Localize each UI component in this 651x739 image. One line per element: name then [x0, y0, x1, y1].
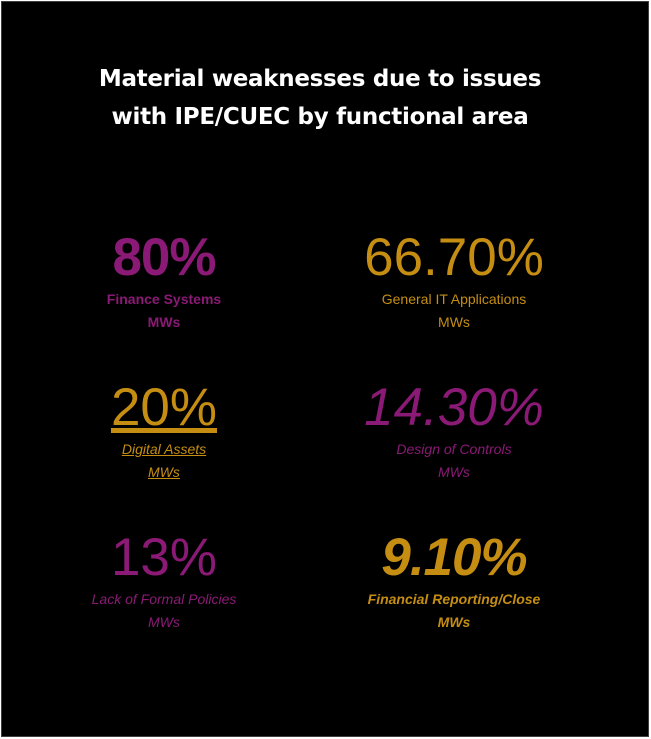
- stat-label-line-1: Financial Reporting/Close: [367, 591, 541, 607]
- stat-value: 66.70%: [364, 228, 544, 287]
- stat-label-line-2: MWs: [148, 614, 180, 630]
- stat-label-line-1: Design of Controls: [396, 441, 512, 457]
- stat-label-line-2: MWs: [437, 614, 471, 630]
- stat-label-line-1: Finance Systems: [106, 291, 222, 307]
- title-line-1: Material weaknesses due to issues: [98, 66, 542, 92]
- stat-value: 20%: [110, 378, 218, 437]
- stat-label-line-1: General IT Applications: [381, 291, 527, 307]
- stat-label-line-2: MWs: [438, 314, 470, 330]
- stat-general-it-applications: 66.70% General IT Applications MWs: [309, 228, 599, 334]
- stat-design-of-controls: 14.30% Design of Controls MWs: [309, 378, 599, 484]
- stat-label-line-2: MWs: [148, 464, 180, 480]
- stat-label-line-2: MWs: [438, 464, 470, 480]
- stat-value: 14.30%: [364, 378, 544, 437]
- stat-financial-reporting-close: 9.10% Financial Reporting/Close MWs: [309, 528, 599, 634]
- stat-value: 9.10%: [381, 528, 527, 587]
- stat-label-line-2: MWs: [147, 314, 181, 330]
- stat-label-line-1: Digital Assets: [121, 441, 207, 457]
- infographic-title: Material weaknesses due to issues with I…: [2, 60, 638, 136]
- title-line-2: with IPE/CUEC by functional area: [111, 104, 529, 130]
- stat-value: 80%: [112, 228, 216, 287]
- stat-finance-systems: 80% Finance Systems MWs: [19, 228, 309, 334]
- stat-digital-assets: 20% Digital Assets MWs: [19, 378, 309, 484]
- stat-label-line-1: Lack of Formal Policies: [91, 591, 237, 607]
- stat-value: 13%: [110, 528, 218, 587]
- stat-lack-of-formal-policies: 13% Lack of Formal Policies MWs: [19, 528, 309, 634]
